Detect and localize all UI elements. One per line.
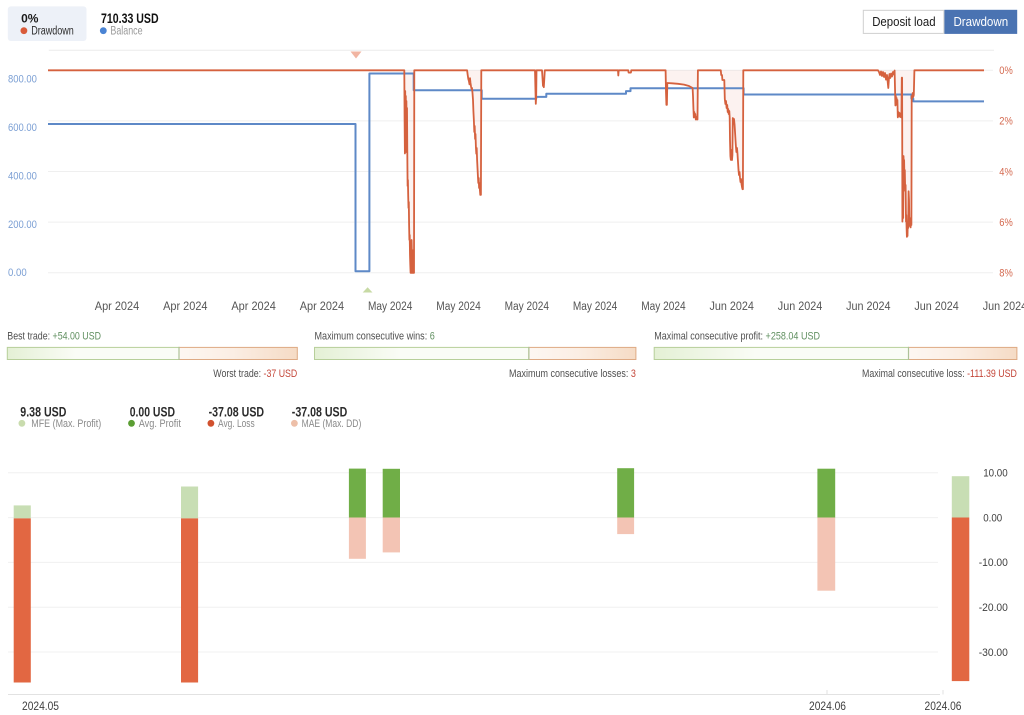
svg-text:2024.05: 2024.05 bbox=[22, 701, 59, 713]
svg-text:Best trade: +54.00 USD: Best trade: +54.00 USD bbox=[7, 331, 101, 343]
svg-text:0.00 USD: 0.00 USD bbox=[130, 404, 175, 419]
svg-text:Jun 2024: Jun 2024 bbox=[710, 301, 755, 313]
svg-text:4%: 4% bbox=[999, 166, 1013, 178]
svg-text:Apr 2024: Apr 2024 bbox=[300, 301, 345, 313]
svg-text:Jun 2024: Jun 2024 bbox=[914, 301, 959, 313]
svg-text:6%: 6% bbox=[999, 217, 1013, 229]
svg-text:Drawdown: Drawdown bbox=[953, 14, 1008, 29]
svg-text:0%: 0% bbox=[21, 12, 39, 26]
svg-text:May 2024: May 2024 bbox=[505, 301, 550, 313]
svg-text:May 2024: May 2024 bbox=[368, 301, 413, 313]
svg-text:Maximum consecutive wins: 6: Maximum consecutive wins: 6 bbox=[315, 331, 435, 343]
svg-text:2024.06: 2024.06 bbox=[925, 701, 962, 713]
svg-text:MFE (Max. Profit): MFE (Max. Profit) bbox=[31, 418, 101, 430]
svg-text:2%: 2% bbox=[999, 116, 1013, 128]
svg-text:Balance: Balance bbox=[110, 25, 142, 37]
svg-text:Maximum consecutive losses: 3: Maximum consecutive losses: 3 bbox=[509, 368, 636, 380]
svg-text:Maximal consecutive profit: +2: Maximal consecutive profit: +258.04 USD bbox=[654, 331, 820, 343]
svg-text:-30.00: -30.00 bbox=[979, 647, 1008, 659]
svg-text:Avg. Loss: Avg. Loss bbox=[218, 418, 255, 430]
svg-text:710.33 USD: 710.33 USD bbox=[101, 11, 159, 26]
svg-text:Apr 2024: Apr 2024 bbox=[163, 301, 208, 313]
svg-text:-37.08 USD: -37.08 USD bbox=[292, 404, 348, 419]
svg-text:Avg. Profit: Avg. Profit bbox=[139, 418, 181, 430]
svg-text:Jun 2024: Jun 2024 bbox=[778, 301, 823, 313]
svg-text:200.00: 200.00 bbox=[8, 219, 37, 231]
svg-text:9.38 USD: 9.38 USD bbox=[20, 404, 66, 419]
svg-text:0.00: 0.00 bbox=[8, 267, 27, 279]
svg-text:Jun 2024: Jun 2024 bbox=[983, 301, 1024, 313]
svg-text:-10.00: -10.00 bbox=[979, 557, 1008, 569]
svg-text:Deposit load: Deposit load bbox=[872, 14, 935, 29]
svg-text:Drawdown: Drawdown bbox=[31, 25, 74, 37]
svg-text:Worst trade: -37 USD: Worst trade: -37 USD bbox=[213, 368, 297, 380]
svg-text:May 2024: May 2024 bbox=[641, 301, 686, 313]
svg-text:Apr 2024: Apr 2024 bbox=[95, 301, 140, 313]
svg-text:Maximal consecutive loss: -111: Maximal consecutive loss: -111.39 USD bbox=[862, 368, 1017, 380]
svg-text:600.00: 600.00 bbox=[8, 122, 37, 134]
svg-text:400.00: 400.00 bbox=[8, 170, 37, 182]
svg-text:MAE (Max. DD): MAE (Max. DD) bbox=[302, 418, 362, 430]
svg-text:Jun 2024: Jun 2024 bbox=[846, 301, 891, 313]
svg-text:0.00: 0.00 bbox=[983, 512, 1002, 524]
svg-text:Apr 2024: Apr 2024 bbox=[231, 301, 276, 313]
svg-text:2024.06: 2024.06 bbox=[809, 701, 846, 713]
svg-text:800.00: 800.00 bbox=[8, 74, 37, 86]
svg-text:0%: 0% bbox=[999, 65, 1013, 77]
svg-text:-37.08 USD: -37.08 USD bbox=[209, 404, 265, 419]
svg-text:May 2024: May 2024 bbox=[436, 301, 481, 313]
svg-text:10.00: 10.00 bbox=[983, 468, 1008, 480]
svg-text:May 2024: May 2024 bbox=[573, 301, 618, 313]
svg-text:-20.00: -20.00 bbox=[979, 602, 1008, 614]
svg-text:8%: 8% bbox=[999, 268, 1013, 280]
